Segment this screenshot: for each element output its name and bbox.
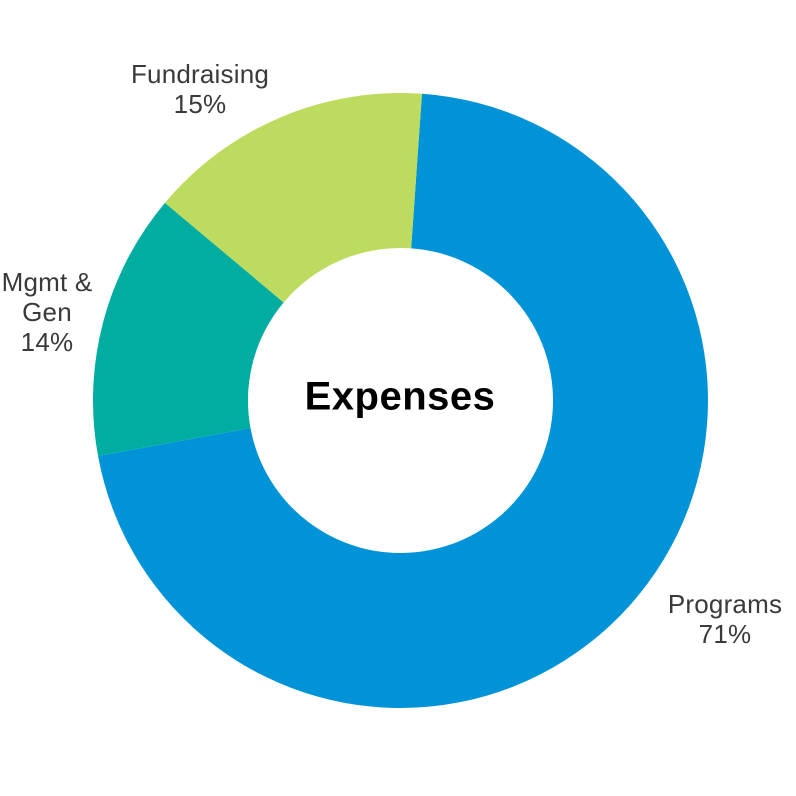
slice-label-fundraising: Fundraising 15% (130, 59, 270, 119)
slice-label-mgmt-gen: Mgmt & Gen 14% (1, 267, 93, 357)
slice-fundraising (164, 93, 422, 303)
slice-mgmt-gen (92, 202, 284, 457)
chart-center-title: Expenses (304, 374, 496, 419)
slice-label-programs: Programs 71% (667, 589, 783, 649)
slice-programs (98, 93, 708, 709)
